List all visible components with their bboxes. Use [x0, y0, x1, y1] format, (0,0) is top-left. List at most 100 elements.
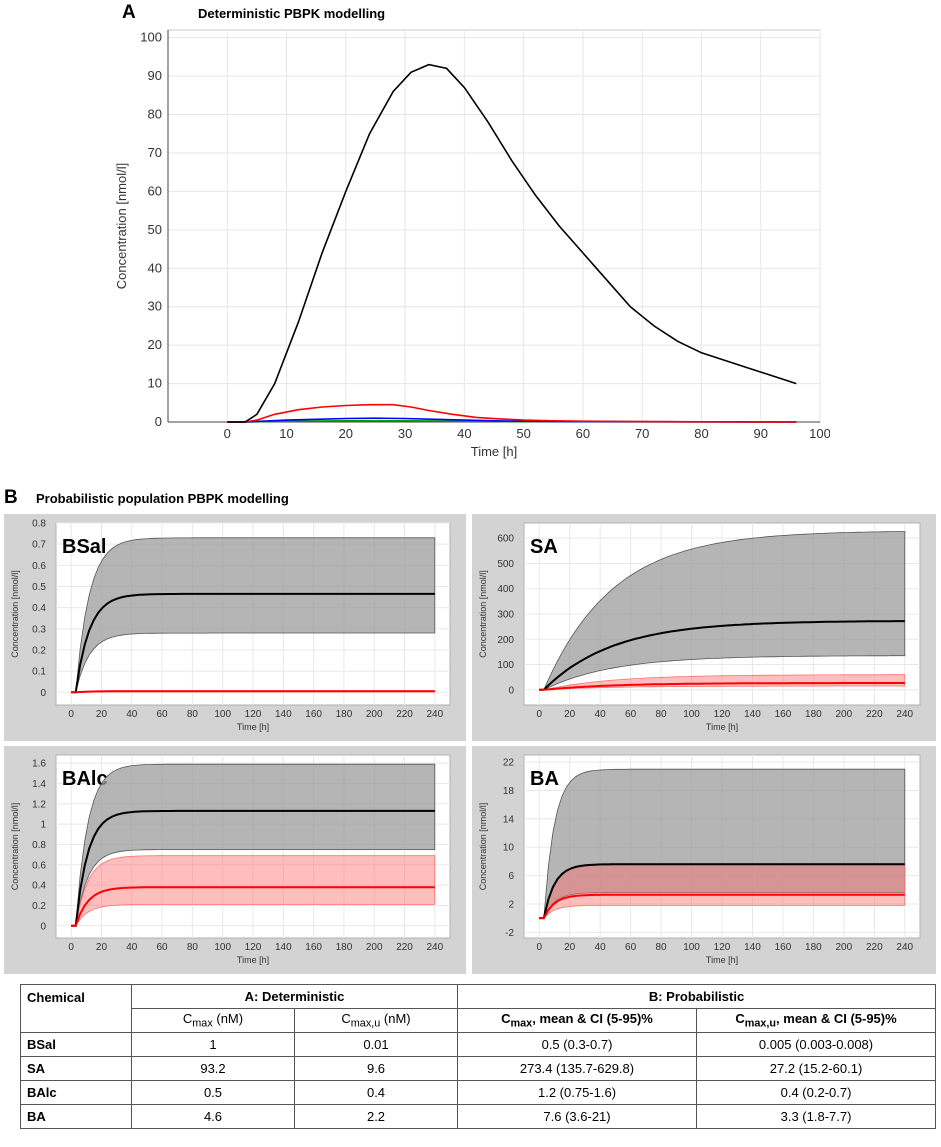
y-tick-label: 1 [40, 820, 46, 831]
cell-prob-cmax: 1.2 (0.75-1.6) [457, 1080, 698, 1105]
y-tick-label: 60 [148, 183, 162, 198]
ci-band-total [71, 763, 436, 927]
y-tick-label: 300 [497, 610, 514, 621]
y-tick-label: 10 [503, 843, 515, 854]
x-tick-label: 180 [336, 709, 353, 720]
y-tick-label: 10 [148, 376, 162, 391]
x-tick-label: 0 [224, 426, 231, 441]
x-tick-label: 100 [809, 426, 830, 441]
cell-cmax: 93.2 [131, 1056, 295, 1081]
ci-band-total [539, 768, 906, 919]
x-tick-label: 60 [576, 426, 590, 441]
y-tick-label: 1.2 [32, 799, 46, 810]
x-tick-label: 240 [427, 709, 444, 720]
x-tick-label: 20 [96, 709, 108, 720]
x-tick-label: 140 [275, 709, 292, 720]
x-tick-label: 70 [635, 426, 649, 441]
ci-band-total [539, 531, 906, 691]
x-axis-label: Time [h] [237, 722, 269, 732]
x-axis-label: Time [h] [706, 722, 738, 732]
y-tick-label: 0.4 [32, 603, 46, 614]
x-tick-label: 0 [536, 942, 542, 953]
y-tick-label: 0.1 [32, 667, 46, 678]
results-table: Chemical A: Deterministic B: Probabilist… [20, 984, 937, 1129]
panel-b-letter: B [4, 487, 18, 508]
series-line-black [227, 63, 797, 423]
y-tick-label: 600 [497, 534, 514, 545]
sub-rest: , mean & CI (5-95)% [532, 1011, 653, 1027]
x-tick-label: 180 [805, 942, 822, 953]
y-tick-label: 100 [140, 30, 162, 45]
x-tick-label: 40 [595, 942, 607, 953]
mean-line-unbound [539, 893, 905, 920]
y-tick-label: 100 [497, 660, 514, 671]
ci-band-total [71, 537, 436, 693]
mean-line-unbound [71, 886, 435, 927]
cell-prob-cmax: 7.6 (3.6-21) [457, 1104, 698, 1129]
y-tick-label: 0.8 [32, 840, 46, 851]
y-tick-label: 18 [503, 786, 515, 797]
x-tick-label: 220 [396, 709, 413, 720]
y-tick-label: 0 [40, 921, 46, 932]
x-tick-label: 0 [68, 709, 74, 720]
x-tick-label: 20 [564, 942, 576, 953]
x-tick-label: 140 [744, 709, 761, 720]
table-row: BSal 1 0.01 0.5 (0.3-0.7) 0.005 (0.003-0… [20, 1032, 937, 1057]
x-tick-label: 30 [398, 426, 412, 441]
cell-cmaxu: 9.6 [293, 1056, 459, 1081]
y-tick-label: 14 [503, 814, 515, 825]
x-tick-label: 220 [866, 942, 883, 953]
x-tick-label: 0 [68, 942, 74, 953]
ci-band-unbound [71, 855, 436, 927]
y-tick-label: 0.6 [32, 561, 46, 572]
chart-title: BSal [62, 536, 106, 558]
sub-subscript: max,u [744, 1017, 777, 1030]
panel-b-title: Probabilistic population PBPK modelling [36, 491, 289, 506]
x-tick-label: 100 [214, 942, 231, 953]
y-tick-label: 0 [508, 685, 514, 696]
cell-prob-cmax: 0.5 (0.3-0.7) [457, 1032, 698, 1057]
ba-chart: 0 20 40 60 80 100 120 140 160 180 200 220 240 -2 2 6 10 1… [478, 754, 921, 965]
x-tick-label: 10 [279, 426, 293, 441]
x-tick-label: 200 [836, 942, 853, 953]
x-tick-label: 220 [396, 942, 413, 953]
y-axis-label: Concentration [nmol/l] [10, 570, 20, 658]
chart-title: SA [530, 536, 558, 558]
x-tick-label: 60 [157, 709, 169, 720]
x-tick-label: 20 [96, 942, 108, 953]
cell-cmaxu: 2.2 [293, 1104, 459, 1129]
x-tick-label: 100 [683, 942, 700, 953]
y-tick-label: 0 [155, 414, 162, 429]
panel-a-letter: A [122, 2, 136, 23]
x-tick-label: 240 [896, 709, 913, 720]
x-tick-label: 80 [656, 942, 668, 953]
cell-cmax: 4.6 [131, 1104, 295, 1129]
y-axis-label: Concentration [nmol/l] [114, 163, 129, 289]
sub-subscript: max [510, 1017, 533, 1030]
sa-panel: 0 20 40 60 80 100 120 140 160 180 200 220 240 0 100 200… [472, 514, 936, 741]
y-tick-label: 400 [497, 584, 514, 595]
y-tick-label: 0.2 [32, 901, 46, 912]
x-tick-label: 20 [564, 709, 576, 720]
sub-rest: (nM) [380, 1011, 411, 1027]
subheader-cmax: Cmax (nM) [131, 1008, 295, 1033]
balc-chart: 0 20 40 60 80 100 120 140 160 180 200 220 240 0 0.2 0.4… [10, 754, 451, 965]
cell-chemical: BAlc [20, 1080, 132, 1105]
mean-line-total [71, 592, 435, 694]
y-tick-label: 0.6 [32, 860, 46, 871]
x-tick-label: 120 [245, 709, 262, 720]
deterministic-chart: 0 10 20 30 40 50 60 70 80 90 100 0 10 20 30 40 50 60 70 80 9… [114, 29, 830, 459]
x-tick-label: 160 [305, 709, 322, 720]
x-axis-label: Time [h] [471, 444, 517, 459]
y-tick-label: 22 [503, 758, 515, 769]
cell-prob-cmaxu: 3.3 (1.8-7.7) [696, 1104, 937, 1129]
cell-prob-cmaxu: 27.2 (15.2-60.1) [696, 1056, 937, 1081]
x-tick-label: 40 [457, 426, 471, 441]
chart-title: BAlc [62, 768, 108, 790]
x-tick-label: 100 [683, 709, 700, 720]
x-tick-label: 90 [753, 426, 767, 441]
x-tick-label: 140 [744, 942, 761, 953]
balc-panel: 0 20 40 60 80 100 120 140 160 180 200 220 240 0 0.2 0.4… [4, 746, 466, 974]
mean-line-unbound [539, 682, 905, 691]
y-tick-label: 20 [148, 337, 162, 352]
